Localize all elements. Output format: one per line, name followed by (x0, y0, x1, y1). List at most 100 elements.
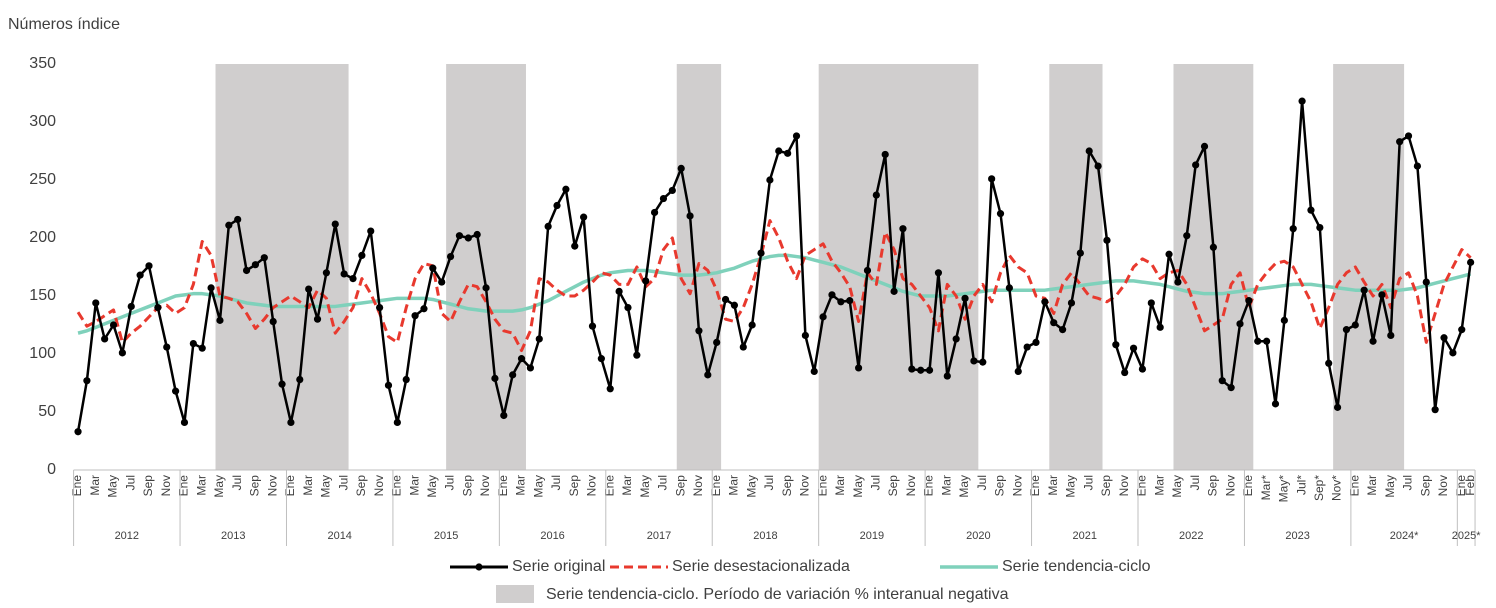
y-tick-label: 300 (29, 113, 56, 130)
data-point (296, 375, 304, 384)
x-tick-label: May* (1277, 475, 1291, 503)
data-point (1271, 400, 1280, 408)
x-tick-label: Jul (762, 475, 776, 490)
data-point (1041, 298, 1049, 306)
data-point (819, 313, 827, 321)
data-point (1378, 291, 1386, 299)
data-point (358, 251, 366, 259)
year-label: 2013 (221, 530, 245, 542)
x-tick-label: Mar (833, 475, 847, 496)
x-tick-label: Ene (1347, 475, 1361, 497)
data-point (917, 366, 925, 374)
x-tick-label: May (744, 475, 758, 498)
x-tick-label: Sep (673, 475, 687, 497)
data-point (1351, 321, 1359, 329)
x-tick-label: Sep (354, 475, 368, 497)
data-point (846, 297, 854, 305)
data-point (1227, 384, 1235, 392)
x-tick-label: May (106, 475, 120, 498)
x-tick-label: Nov (798, 475, 812, 496)
year-label: 2014 (327, 530, 351, 542)
x-tick-label: Ene (922, 475, 936, 497)
x-tick-label: Jul (656, 475, 670, 490)
data-point (659, 194, 668, 203)
data-point (1342, 326, 1351, 334)
x-tick-label: May (851, 475, 865, 498)
data-point (83, 377, 91, 385)
x-tick-label: Ene (602, 475, 616, 497)
x-tick-label: Jul (230, 475, 244, 490)
data-point (1307, 206, 1315, 214)
data-point (1112, 341, 1120, 349)
x-tick-label: Ene (815, 475, 829, 497)
x-tick-label: Ene (1135, 475, 1149, 497)
x-tick-label: May (1170, 475, 1184, 498)
data-point (473, 230, 481, 239)
data-point (491, 374, 499, 382)
data-point (854, 364, 863, 372)
data-point (730, 301, 739, 309)
data-point (686, 212, 694, 220)
data-point (606, 385, 614, 393)
data-point (801, 331, 809, 340)
x-tick-label: Sep (1418, 475, 1432, 497)
data-point (748, 321, 756, 329)
shaded-period (446, 64, 526, 470)
x-tick-label: Ene (496, 475, 510, 497)
x-tick-label: Nov (904, 475, 918, 496)
data-point (1085, 147, 1093, 155)
data-point (1360, 286, 1368, 294)
data-point (1156, 323, 1164, 331)
data-point (349, 275, 357, 283)
x-tick-label: Sep (567, 475, 581, 497)
data-point (988, 175, 996, 183)
data-point (642, 277, 650, 285)
data-point (535, 335, 543, 343)
data-point (571, 242, 579, 250)
data-point (411, 312, 419, 320)
x-tick-label: Nov (691, 475, 705, 496)
data-point (136, 271, 144, 279)
data-point (322, 269, 330, 277)
data-point (1387, 331, 1395, 340)
data-point (979, 358, 987, 366)
x-tick-label: Jul (336, 475, 350, 490)
y-tick-label: 150 (29, 287, 56, 304)
data-point (402, 375, 410, 384)
data-point (544, 222, 552, 230)
legend-label: Serie desestacionalizada (672, 558, 850, 575)
data-point (1254, 337, 1262, 345)
data-point (1396, 138, 1404, 146)
data-point (713, 338, 721, 346)
x-tick-label: Jul* (1294, 475, 1308, 495)
x-tick-label: Sep (460, 475, 474, 497)
x-tick-label: Sep (1206, 475, 1220, 497)
year-label: 2022 (1179, 530, 1203, 542)
data-point (1165, 250, 1173, 258)
data-point (1280, 316, 1288, 324)
year-label: 2012 (115, 530, 139, 542)
year-label: 2018 (753, 530, 777, 542)
x-tick-label: Ene (177, 475, 191, 497)
x-tick-label: Mar (88, 475, 102, 496)
data-point (384, 381, 393, 389)
data-point (775, 147, 783, 155)
data-point (509, 371, 517, 379)
data-point (1333, 403, 1342, 411)
legend-label: Serie tendencia-ciclo (1002, 558, 1151, 575)
x-tick-label: Sep (248, 475, 262, 497)
x-tick-label: May (212, 475, 226, 498)
x-tick-label: May (319, 475, 333, 498)
data-point (367, 227, 375, 235)
data-point (721, 295, 730, 304)
data-point (704, 371, 712, 379)
x-tick-label: May (1383, 475, 1397, 498)
x-tick-label: Mar (620, 475, 634, 496)
year-label: 2015 (434, 530, 458, 542)
x-tick-label: Mar (1152, 475, 1166, 496)
data-point (1431, 406, 1439, 414)
data-point (455, 232, 464, 240)
data-point (500, 411, 508, 420)
data-point (580, 213, 588, 221)
data-point (1404, 132, 1413, 140)
